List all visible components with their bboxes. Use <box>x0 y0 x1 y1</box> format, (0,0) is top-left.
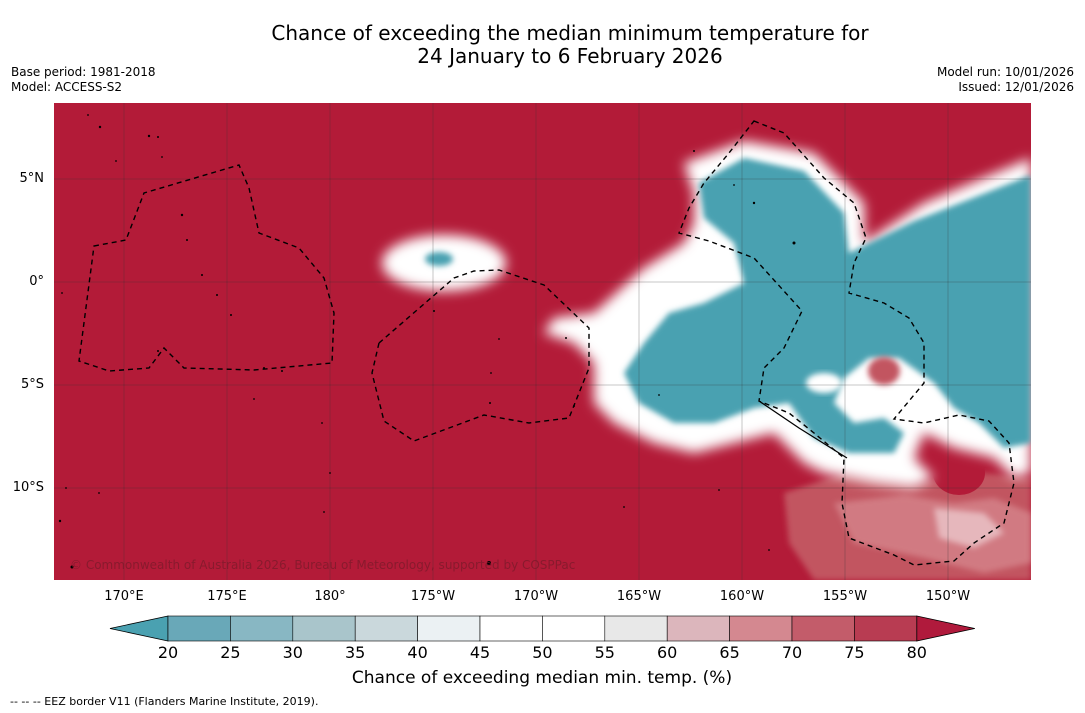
lat-label-10s: 10°S <box>12 480 44 495</box>
colorbar-segment <box>729 615 793 642</box>
meta-left: Base period: 1981-2018 Model: ACCESS-S2 <box>11 65 156 95</box>
lon-label-170e: 170°E <box>104 589 144 604</box>
colorbar-tick-label: 30 <box>282 643 303 662</box>
colorbar-segment <box>167 615 231 642</box>
eez-borders <box>78 120 1015 566</box>
eez-border-west <box>78 164 335 372</box>
colorbar-extend-high <box>916 615 975 642</box>
lon-label-175e: 175°E <box>207 589 247 604</box>
colorbar-extend-low <box>109 615 169 642</box>
copyright-text: © Commonwealth of Australia 2026, Bureau… <box>70 558 576 572</box>
model-text: Model: ACCESS-S2 <box>11 80 123 94</box>
chart-title: Chance of exceeding the median minimum t… <box>0 22 1085 68</box>
colorbar-segment <box>542 615 606 642</box>
lon-label-155w: 155°W <box>822 589 868 604</box>
lat-label-5s: 5°S <box>20 377 44 392</box>
base-period-text: Base period: 1981-2018 <box>11 65 156 79</box>
colorbar-tick-label: 20 <box>157 643 179 662</box>
warm-patch <box>868 357 900 385</box>
colorbar-tick-label: 50 <box>532 643 553 662</box>
lon-label-150w: 150°W <box>925 589 971 604</box>
boundary-solid <box>758 400 848 459</box>
colorbar-segment <box>791 615 855 642</box>
colorbar-tick-label: 25 <box>220 643 241 662</box>
colorbar-tick-label: 40 <box>407 643 428 662</box>
colorbar-segment <box>666 615 730 642</box>
colorbar-tick-label: 60 <box>657 643 678 662</box>
lon-label-170w: 170°W <box>513 589 559 604</box>
lon-label-175w: 175°W <box>410 589 456 604</box>
lat-label-0: 0° <box>29 274 44 289</box>
colorbar-tick-label: 75 <box>844 643 865 662</box>
title-line-1: Chance of exceeding the median minimum t… <box>271 21 869 45</box>
near-normal-patch <box>806 373 842 393</box>
colorbar-tick-label: 70 <box>781 643 803 662</box>
eez-border-east <box>678 120 1015 566</box>
lon-label-160w: 160°W <box>719 589 765 604</box>
colorbar-segments <box>109 615 975 642</box>
cool-region <box>425 158 1031 453</box>
colorbar-segment <box>854 615 918 642</box>
colorbar-tick-label: 80 <box>906 643 927 662</box>
colorbar-segment <box>354 615 418 642</box>
islands <box>58 114 796 569</box>
colorbar-segment <box>417 615 481 642</box>
meta-right: Model run: 10/01/2026 Issued: 12/01/2026 <box>937 65 1074 95</box>
colorbar-label: Chance of exceeding median min. temp. (%… <box>351 668 733 688</box>
colorbar-segment <box>292 615 356 642</box>
graticule <box>54 103 1031 580</box>
colorbar-tick-label: 65 <box>719 643 740 662</box>
model-run-text: Model run: 10/01/2026 <box>936 65 1074 79</box>
lon-label-165w: 165°W <box>616 589 662 604</box>
issued-text: Issued: 12/01/2026 <box>958 80 1074 94</box>
colorbar-segment <box>604 615 668 642</box>
title-line-2: 24 January to 6 February 2026 <box>417 44 723 68</box>
forecast-map <box>54 103 1031 580</box>
lat-label-5n: 5°N <box>19 171 45 186</box>
eez-footnote: -- -- -- EEZ border V11 (Flanders Marine… <box>10 695 319 708</box>
colorbar-segment <box>230 615 294 642</box>
colorbar-segment <box>479 615 543 642</box>
colorbar <box>109 615 975 642</box>
colorbar-tick-label: 35 <box>345 643 366 662</box>
colorbar-tick-label: 45 <box>469 643 491 662</box>
lon-label-180: 180° <box>314 589 346 604</box>
colorbar-tick-label: 55 <box>594 643 615 662</box>
warm-mid-region <box>784 451 1031 580</box>
